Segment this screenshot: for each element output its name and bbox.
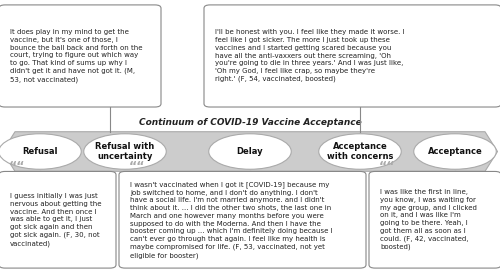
Text: Acceptance: Acceptance bbox=[428, 147, 482, 156]
Text: ““: ““ bbox=[8, 160, 25, 173]
Ellipse shape bbox=[209, 134, 291, 169]
Ellipse shape bbox=[319, 134, 401, 169]
Text: Refusal with
uncertainty: Refusal with uncertainty bbox=[96, 142, 154, 161]
Text: Delay: Delay bbox=[236, 147, 264, 156]
Polygon shape bbox=[2, 132, 498, 171]
Text: Refusal: Refusal bbox=[22, 147, 58, 156]
Text: It does play in my mind to get the
vaccine, but it's one of those, I
bounce the : It does play in my mind to get the vacci… bbox=[10, 29, 142, 83]
Text: I'll be honest with you. I feel like they made it worse. I
feel like I got sicke: I'll be honest with you. I feel like the… bbox=[215, 29, 404, 82]
FancyBboxPatch shape bbox=[204, 5, 500, 107]
Text: ““: ““ bbox=[378, 160, 395, 173]
FancyBboxPatch shape bbox=[369, 171, 500, 268]
Text: Acceptance
with concerns: Acceptance with concerns bbox=[327, 142, 393, 161]
Ellipse shape bbox=[414, 134, 496, 169]
Text: ““: ““ bbox=[128, 160, 145, 173]
Text: I guess initially I was just
nervous about getting the
vaccine. And then once I
: I guess initially I was just nervous abo… bbox=[10, 193, 102, 247]
FancyBboxPatch shape bbox=[119, 171, 366, 268]
Text: Continuum of COVID-19 Vaccine Acceptance: Continuum of COVID-19 Vaccine Acceptance bbox=[138, 118, 362, 127]
Text: I wasn't vaccinated when I got it [COVID-19] because my
job switched to home, an: I wasn't vaccinated when I got it [COVID… bbox=[130, 181, 332, 259]
Ellipse shape bbox=[0, 134, 81, 169]
Text: ““: ““ bbox=[8, 0, 25, 7]
Ellipse shape bbox=[84, 134, 166, 169]
FancyBboxPatch shape bbox=[0, 5, 161, 107]
Text: I was like the first in line,
you know, I was waiting for
my age group, and I cl: I was like the first in line, you know, … bbox=[380, 189, 477, 250]
FancyBboxPatch shape bbox=[0, 171, 116, 268]
Text: ““: ““ bbox=[214, 0, 230, 7]
